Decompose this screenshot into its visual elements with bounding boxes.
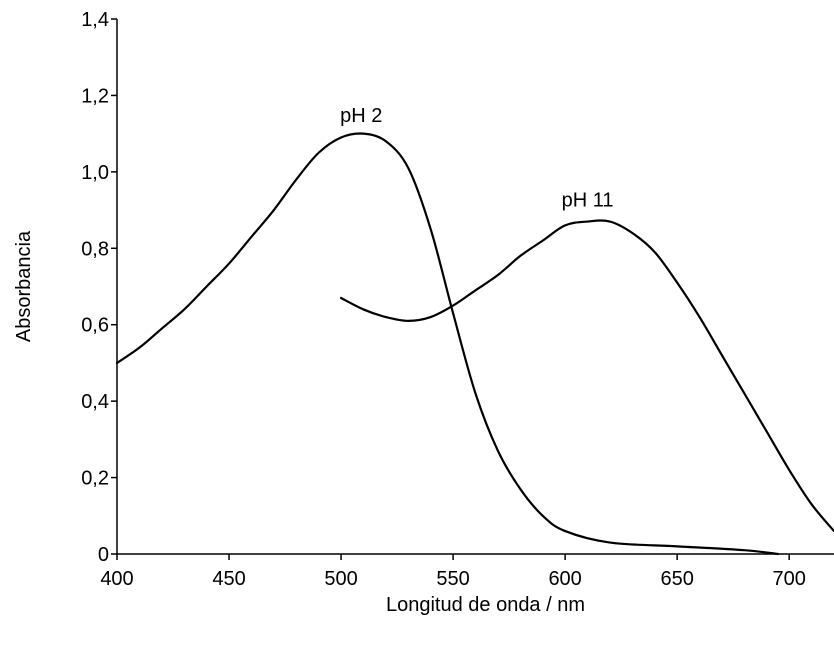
axes bbox=[116, 19, 834, 555]
x-axis-label: Longitud de onda / nm bbox=[386, 594, 585, 616]
series-ph2-line bbox=[115, 132, 780, 556]
annotations: pH 2 pH 11 bbox=[340, 105, 613, 211]
y-axis-label: Absorbancia bbox=[13, 230, 35, 342]
y-tick-label: 0,2 bbox=[81, 468, 109, 490]
label-ph2: pH 2 bbox=[340, 105, 382, 127]
x-tick-label: 500 bbox=[324, 568, 357, 590]
x-tick-label: 700 bbox=[773, 568, 806, 590]
series-ph11-line bbox=[339, 219, 834, 533]
x-tick-label: 600 bbox=[548, 568, 581, 590]
y-tick-label: 1,4 bbox=[81, 9, 109, 31]
x-tick-label: 400 bbox=[100, 568, 133, 590]
x-tick-label: 450 bbox=[212, 568, 245, 590]
x-tick-label: 650 bbox=[660, 568, 693, 590]
y-tick-label: 1,2 bbox=[81, 85, 109, 107]
y-tick-label: 0 bbox=[98, 544, 109, 566]
y-tick-label: 0,6 bbox=[81, 315, 109, 337]
y-tick-label: 0,8 bbox=[81, 238, 109, 260]
x-tick-label: 550 bbox=[436, 568, 469, 590]
ticks: 400 450 500 550 600 650 700 0 0,2 0,4 0,6 0,8 1,0 1,2… bbox=[81, 9, 806, 590]
series-group bbox=[115, 132, 834, 556]
label-ph11: pH 11 bbox=[562, 189, 614, 211]
y-tick-label: 1,0 bbox=[81, 162, 109, 184]
y-tick-label: 0,4 bbox=[81, 391, 109, 413]
